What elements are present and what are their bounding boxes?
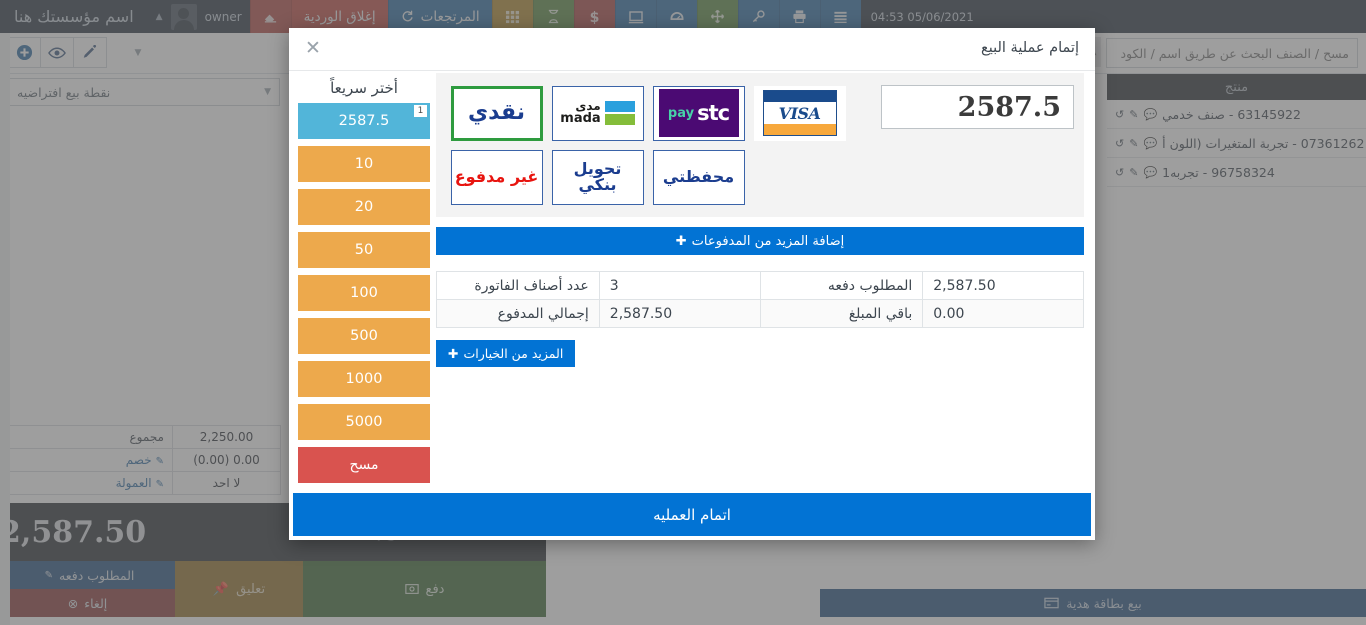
quick-amount-button-1[interactable]: 10 — [298, 146, 430, 182]
plus-icon: ✚ — [448, 346, 459, 361]
due-amount-key: المطلوب دفعه — [759, 271, 924, 300]
modal-title: إتمام عملية البيع — [981, 40, 1079, 56]
modal-header: إتمام عملية البيع ✕ — [289, 28, 1095, 71]
amount-display[interactable]: 2587.5 — [881, 85, 1074, 129]
quick-amount-button-0[interactable]: 1 2587.5 — [298, 103, 430, 139]
quick-amount-button-4[interactable]: 100 — [298, 275, 430, 311]
more-options-label: المزيد من الخيارات — [463, 346, 564, 361]
remaining-value: 0.00 — [922, 299, 1084, 328]
finalize-sale-modal: إتمام عملية البيع ✕ أختر سريعاً 1 2587.5… — [289, 28, 1095, 540]
more-options-wrapper: المزيد من الخيارات ✚ — [436, 340, 1084, 367]
payment-method-cash[interactable]: نقدي — [446, 81, 547, 145]
payment-method-empty — [749, 145, 850, 209]
quick-amount-panel: أختر سريعاً 1 2587.5 10 20 50 100 — [298, 75, 430, 490]
plus-icon: ✚ — [675, 233, 687, 249]
due-amount-value: 2,587.50 — [922, 271, 1084, 300]
add-more-payments-label: إضافة المزيد من المدفوعات — [691, 233, 845, 249]
payment-method-bank-transfer[interactable]: تحويل بنكي — [547, 145, 648, 209]
payment-method-label: تحويل بنكي — [573, 158, 622, 194]
add-more-payments-button[interactable]: إضافة المزيد من المدفوعات ✚ — [436, 227, 1084, 255]
payment-method-wallet[interactable]: محفظتي — [648, 145, 749, 209]
items-count-value: 3 — [598, 271, 761, 300]
clear-amount-label: مسح — [349, 457, 379, 473]
confirm-sale-button[interactable]: اتمام العمليه — [293, 493, 1091, 536]
quick-amount-label: 5000 — [345, 414, 383, 430]
close-icon[interactable]: ✕ — [305, 37, 321, 59]
quick-amount-label: 50 — [354, 242, 374, 258]
quick-amount-title: أختر سريعاً — [330, 79, 398, 97]
confirm-sale-label: اتمام العمليه — [653, 505, 731, 524]
quick-amount-button-7[interactable]: 5000 — [298, 404, 430, 440]
remaining-key: باقي المبلغ — [759, 299, 924, 328]
quick-amount-label: 100 — [350, 285, 378, 301]
payment-panel: نقدي مدى mada — [436, 73, 1084, 493]
modal-body: أختر سريعاً 1 2587.5 10 20 50 100 — [289, 71, 1095, 493]
quick-amount-label: 2587.5 — [338, 113, 390, 129]
payment-methods-grid: نقدي مدى mada — [446, 81, 850, 209]
more-options-button[interactable]: المزيد من الخيارات ✚ — [436, 340, 576, 367]
quick-amount-label: 20 — [354, 199, 374, 215]
quick-amount-button-2[interactable]: 20 — [298, 189, 430, 225]
payment-method-mada[interactable]: مدى mada — [547, 81, 648, 145]
quick-amount-label: 500 — [350, 328, 378, 344]
table-row: 2,587.50 المطلوب دفعه 3 عدد أصناف الفاتو… — [436, 271, 1084, 300]
quick-amount-button-6[interactable]: 1000 — [298, 361, 430, 397]
table-row: 0.00 باقي المبلغ 2,587.50 إجمالي المدفوع — [436, 299, 1084, 328]
stc-pay-icon: stc pay — [658, 89, 739, 137]
payment-method-stcpay[interactable]: stc pay — [648, 81, 749, 145]
payment-method-label: نقدي — [468, 99, 525, 125]
payment-methods-section: نقدي مدى mada — [436, 73, 1084, 217]
quick-amount-label: 1000 — [345, 371, 383, 387]
payment-method-unpaid[interactable]: غير مدفوع — [446, 145, 547, 209]
clear-amount-button[interactable]: مسح — [298, 447, 430, 483]
payment-method-label: غير مدفوع — [454, 166, 539, 186]
total-paid-key: إجمالي المدفوع — [436, 299, 600, 328]
items-count-key: عدد أصناف الفاتورة — [436, 271, 600, 300]
quick-amount-label: 10 — [354, 156, 374, 172]
quick-amount-button-5[interactable]: 500 — [298, 318, 430, 354]
payment-summary-table: 2,587.50 المطلوب دفعه 3 عدد أصناف الفاتو… — [436, 271, 1084, 328]
payment-method-visa[interactable]: VISA — [749, 81, 850, 145]
modal-footer: اتمام العمليه — [289, 493, 1095, 540]
visa-icon: VISA — [762, 90, 837, 136]
total-paid-value: 2,587.50 — [598, 299, 761, 328]
quick-amount-badge: 1 — [414, 105, 427, 117]
mada-icon: مدى mada — [560, 100, 635, 126]
payment-method-label: محفظتي — [662, 166, 735, 186]
quick-amount-button-3[interactable]: 50 — [298, 232, 430, 268]
